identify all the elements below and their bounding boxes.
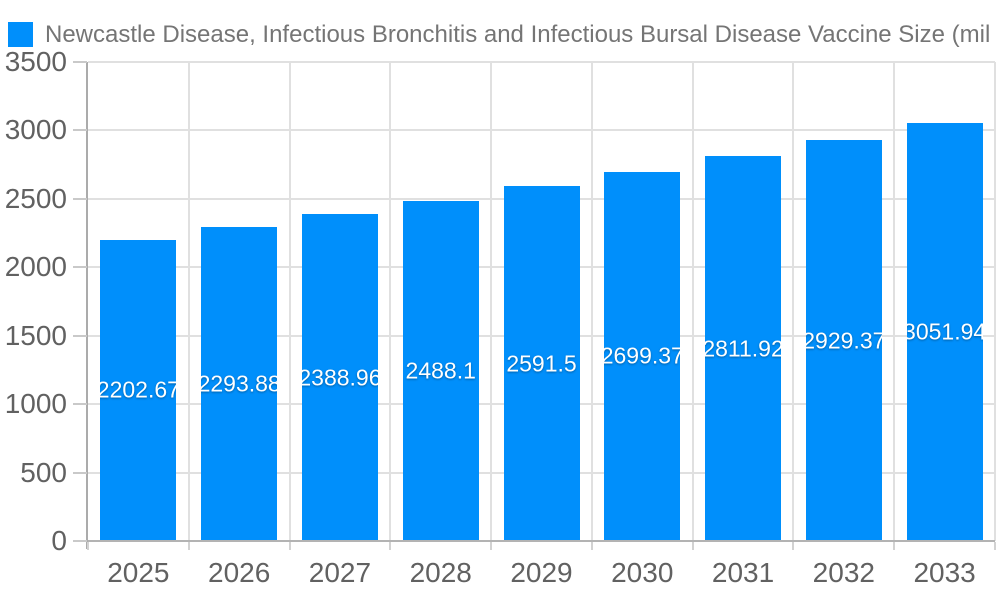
x-axis-label: 2027 xyxy=(308,557,372,588)
y-axis-tick xyxy=(73,266,87,269)
y-axis-label: 3000 xyxy=(4,114,67,146)
x-axis-tick xyxy=(389,542,392,550)
bar[interactable]: 2388.96 xyxy=(301,214,378,541)
bar[interactable]: 2811.92 xyxy=(705,156,782,541)
bar-value-label: 2591.5 xyxy=(506,350,577,377)
bar[interactable]: 2488.1 xyxy=(402,200,479,541)
legend-marker[interactable] xyxy=(8,22,33,47)
chart-title: Newcastle Disease, Infectious Bronchitis… xyxy=(45,22,991,47)
x-axis-label: 2028 xyxy=(409,557,472,588)
bar-value-label: 2699.37 xyxy=(604,342,681,369)
bar-value-label: 3051.94 xyxy=(906,318,983,345)
y-axis-tick xyxy=(73,403,87,406)
h-gridline xyxy=(88,61,995,63)
h-gridline xyxy=(88,129,995,132)
y-axis-label: 1500 xyxy=(4,319,67,351)
y-axis-label: 3500 xyxy=(4,46,67,77)
y-axis-tick xyxy=(73,471,87,474)
x-axis-tick xyxy=(590,542,593,550)
y-axis-tick xyxy=(73,540,87,542)
x-axis-label: 2032 xyxy=(812,557,875,588)
bar-value-label: 2388.96 xyxy=(301,364,378,391)
legend: Newcastle Disease, Infectious Bronchitis… xyxy=(8,22,1000,47)
y-axis-tick xyxy=(73,129,87,132)
x-axis-label: 2029 xyxy=(510,557,573,588)
y-axis-tick xyxy=(73,197,87,200)
bar[interactable]: 2591.5 xyxy=(503,186,580,541)
plot-area: 2202.67 2293.88 2388.96 2488.1 2591.5 2699.37… xyxy=(88,61,996,541)
y-axis-line xyxy=(86,62,88,549)
x-axis-label: 2025 xyxy=(107,557,170,588)
v-gridline xyxy=(490,62,493,541)
v-gridline xyxy=(792,62,795,541)
bar-value-label: 2202.67 xyxy=(100,376,177,403)
bar-value-label: 2929.37 xyxy=(805,327,882,354)
x-axis-tick xyxy=(691,542,694,550)
x-axis-tick xyxy=(288,542,291,550)
x-axis-label: 2030 xyxy=(611,557,674,588)
v-gridline xyxy=(389,62,392,541)
bar[interactable]: 2293.88 xyxy=(201,227,278,541)
v-gridline xyxy=(893,62,896,541)
v-gridline xyxy=(187,62,190,541)
x-axis-label: 2026 xyxy=(208,557,271,588)
x-axis-tick xyxy=(87,542,89,550)
x-axis-tick xyxy=(994,542,996,550)
x-axis-tick xyxy=(893,542,896,550)
y-axis-tick xyxy=(73,61,87,63)
x-axis-tick xyxy=(490,542,493,550)
v-gridline xyxy=(691,62,694,541)
v-gridline xyxy=(994,62,996,541)
bar[interactable]: 2929.37 xyxy=(805,140,882,541)
bar-value-label: 2293.88 xyxy=(201,370,278,397)
y-axis-label: 2000 xyxy=(4,251,67,283)
v-gridline xyxy=(288,62,291,541)
y-axis-label: 1000 xyxy=(4,388,67,420)
x-axis-label: 2033 xyxy=(913,557,976,588)
x-axis-line xyxy=(88,540,995,542)
x-axis-tick xyxy=(187,542,190,550)
x-axis-tick xyxy=(792,542,795,550)
y-axis-label: 500 xyxy=(20,456,67,488)
bar-value-label: 2811.92 xyxy=(705,335,782,362)
v-gridline xyxy=(590,62,593,541)
bar[interactable]: 2699.37 xyxy=(604,171,681,541)
bar[interactable]: 3051.94 xyxy=(906,123,983,541)
y-axis-label: 0 xyxy=(51,525,67,556)
y-axis-label: 2500 xyxy=(4,182,67,214)
bar[interactable]: 2202.67 xyxy=(100,239,177,541)
x-axis-label: 2031 xyxy=(711,557,775,588)
bar-value-label: 2488.1 xyxy=(405,357,476,384)
y-axis-tick xyxy=(73,334,87,337)
